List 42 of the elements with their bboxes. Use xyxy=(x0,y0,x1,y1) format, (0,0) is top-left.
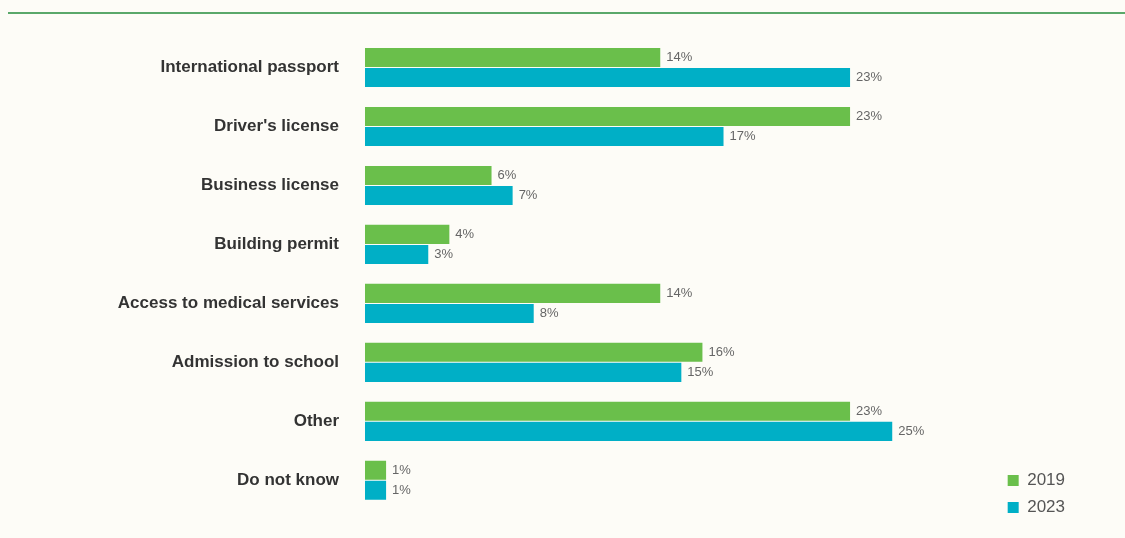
data-label: 23% xyxy=(856,402,883,418)
y-tick-label: Admission to school xyxy=(171,352,339,372)
data-label: 1% xyxy=(392,481,412,497)
data-label: 15% xyxy=(687,363,714,379)
bar xyxy=(365,421,893,441)
data-label: 8% xyxy=(539,304,559,320)
bar xyxy=(365,460,387,480)
bar xyxy=(365,67,851,88)
bar xyxy=(365,303,534,323)
bar xyxy=(365,401,851,421)
data-label: 14% xyxy=(666,284,693,300)
data-label: 17% xyxy=(729,128,756,144)
data-label: 14% xyxy=(666,49,693,65)
data-label: 7% xyxy=(518,187,538,203)
bar xyxy=(365,362,682,382)
bar xyxy=(365,165,492,185)
y-tick-label: Do not know xyxy=(237,470,340,489)
bar xyxy=(365,185,513,205)
y-tick-label: Driver's license xyxy=(213,116,339,136)
data-label: 6% xyxy=(497,166,517,182)
bar xyxy=(365,342,703,362)
data-label: 3% xyxy=(434,246,454,262)
data-label: 25% xyxy=(898,422,925,438)
y-tick-label: Other xyxy=(293,411,340,431)
bar xyxy=(365,106,851,126)
legend-label: 2019 xyxy=(1027,470,1066,490)
legend-label: 2023 xyxy=(1027,497,1066,517)
data-label: 4% xyxy=(455,225,475,241)
bar xyxy=(365,47,661,67)
y-tick-label: Access to medical services xyxy=(117,293,339,313)
data-label: 16% xyxy=(708,343,735,359)
bar xyxy=(365,126,724,147)
data-label: 1% xyxy=(392,461,412,477)
y-tick-label: Business license xyxy=(201,175,339,195)
bar xyxy=(365,480,387,500)
bar xyxy=(365,244,429,264)
bar xyxy=(365,224,450,244)
data-label: 23% xyxy=(856,69,883,85)
data-label: 23% xyxy=(856,108,883,124)
y-tick-label: International passport xyxy=(160,57,340,77)
bar xyxy=(365,283,661,303)
y-tick-label: Building permit xyxy=(214,234,340,254)
